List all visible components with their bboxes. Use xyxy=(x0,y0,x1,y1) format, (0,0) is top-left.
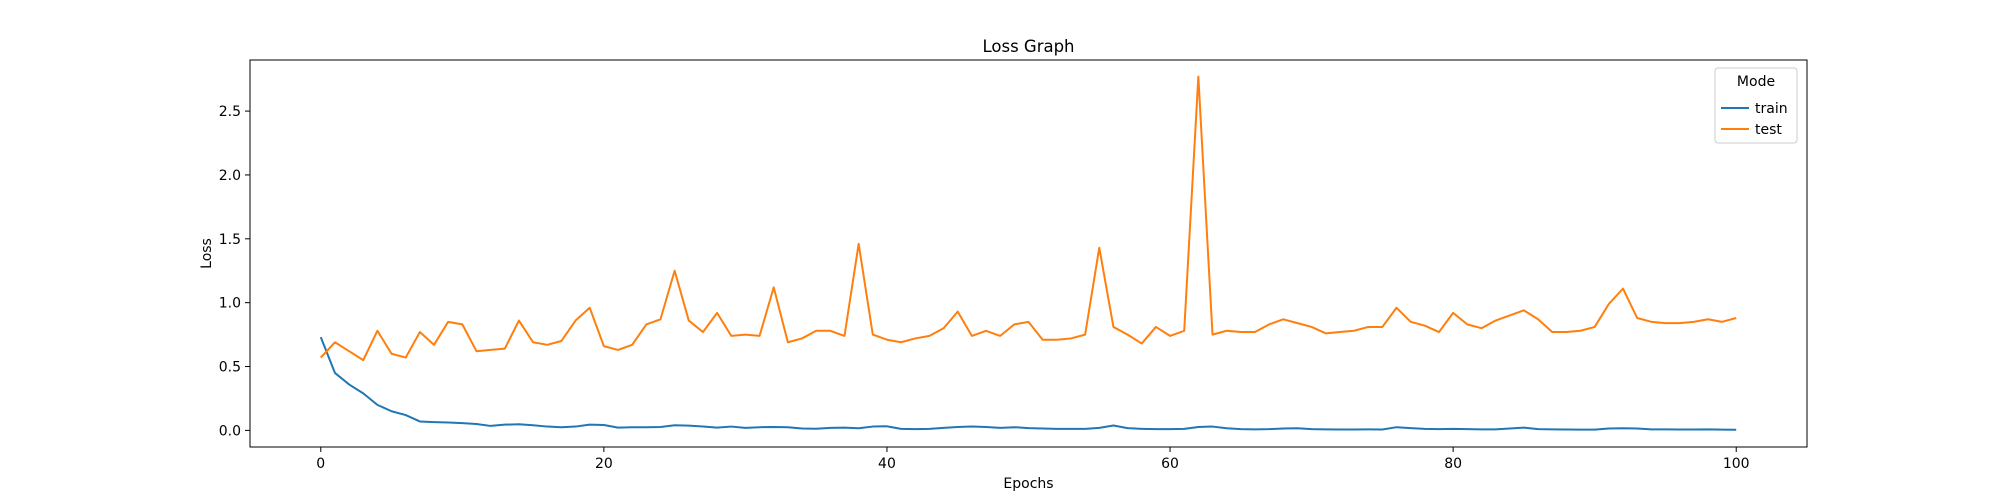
legend-box xyxy=(1714,67,1798,144)
plot-area xyxy=(319,75,1737,431)
legend-label-train: train xyxy=(1755,101,1788,117)
series-line-train xyxy=(319,336,1737,431)
chart-title: Loss Graph xyxy=(982,37,1074,56)
x-tick-label: 100 xyxy=(1723,456,1750,472)
axes: 0 20 40 60 80 100 0.0 0.5 1.0 1.5 2.0 2.5 xyxy=(219,59,1808,472)
y-tick-label: 1.0 xyxy=(219,296,241,312)
legend-title: Mode xyxy=(1737,74,1775,90)
legend: Mode train test xyxy=(1714,67,1798,144)
x-tick-label: 80 xyxy=(1444,456,1462,472)
x-tick-label: 60 xyxy=(1161,456,1179,472)
legend-label-test: test xyxy=(1755,122,1782,138)
y-tick-label: 2.5 xyxy=(219,104,241,120)
y-tick-label: 1.5 xyxy=(219,232,241,248)
y-axis-label: Loss xyxy=(199,238,215,269)
y-tick-label: 2.0 xyxy=(219,168,241,184)
x-tick-label: 0 xyxy=(316,456,325,472)
series-line-test xyxy=(320,75,1737,362)
y-tick-label: 0.0 xyxy=(219,423,241,439)
x-tick-label: 40 xyxy=(878,456,896,472)
plot-frame xyxy=(249,59,1808,448)
y-tick-label: 0.5 xyxy=(219,360,241,376)
x-tick-label: 20 xyxy=(595,456,613,472)
x-axis-label: Epochs xyxy=(1003,476,1053,492)
